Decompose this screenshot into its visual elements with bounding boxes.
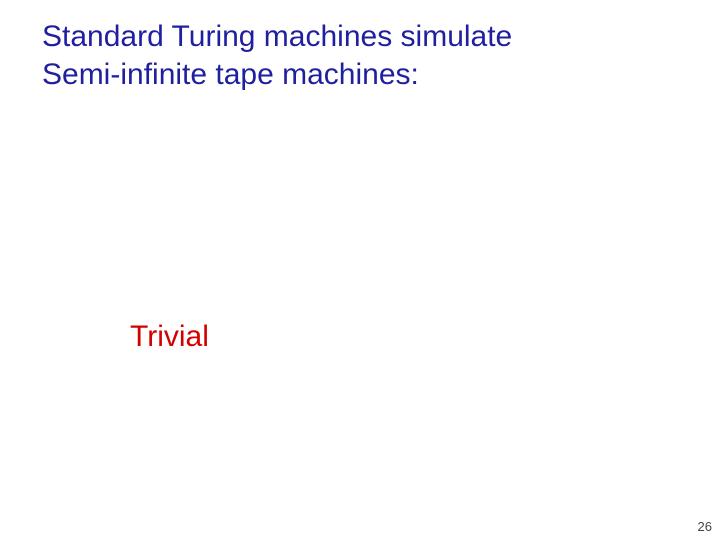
callout-text: Trivial <box>130 320 209 354</box>
slide: Standard Turing machines simulate Semi-i… <box>0 0 720 540</box>
title-line-2: Semi-infinite tape machines: <box>42 56 512 94</box>
slide-title: Standard Turing machines simulate Semi-i… <box>42 18 512 93</box>
page-number: 26 <box>698 519 712 534</box>
title-line-1: Standard Turing machines simulate <box>42 18 512 56</box>
